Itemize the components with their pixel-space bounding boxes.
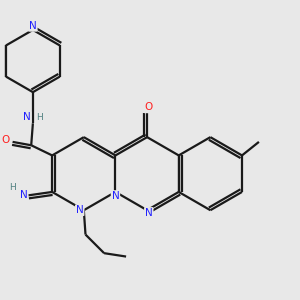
Text: N: N [29, 21, 37, 31]
Text: H: H [9, 183, 16, 192]
Text: N: N [23, 112, 31, 122]
Text: N: N [112, 191, 119, 201]
Text: N: N [76, 205, 84, 215]
Text: N: N [20, 190, 27, 200]
Text: H: H [36, 113, 43, 122]
Text: N: N [145, 208, 153, 218]
Text: O: O [145, 102, 153, 112]
Text: O: O [2, 135, 10, 145]
